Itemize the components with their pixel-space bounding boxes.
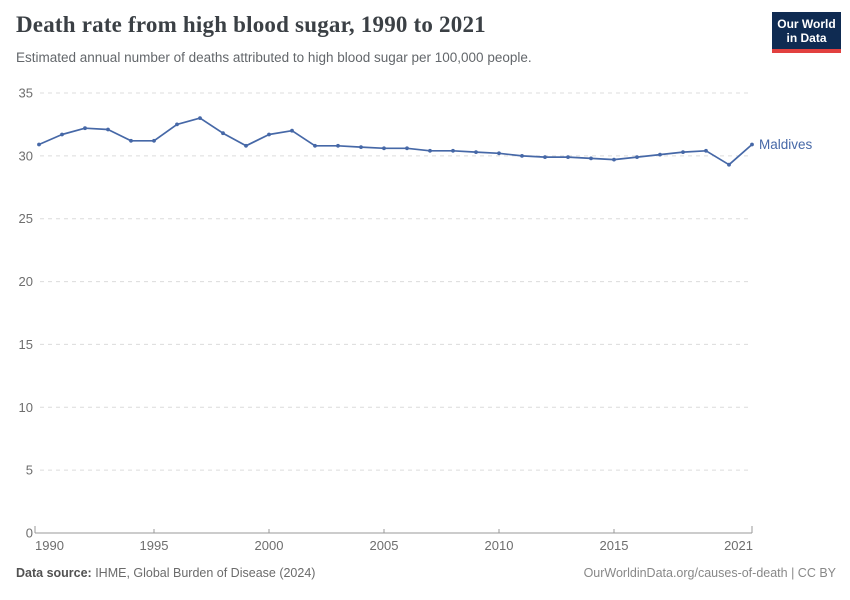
data-point [106, 127, 110, 132]
data-point [474, 150, 478, 154]
data-point [727, 162, 731, 167]
series-end-label: Maldives [759, 137, 813, 152]
data-point [635, 155, 639, 159]
y-tick-label: 10 [19, 400, 33, 415]
data-point [497, 151, 501, 156]
data-point [290, 128, 294, 133]
x-tick-label: 2021 [724, 538, 753, 553]
y-tick-label: 5 [26, 463, 33, 478]
data-point [428, 148, 432, 153]
data-point [313, 143, 317, 148]
owid-logo[interactable]: Our World in Data [772, 12, 841, 53]
credit-link[interactable]: OurWorldinData.org/causes-of-death | CC … [583, 566, 836, 580]
y-tick-label: 20 [19, 274, 33, 289]
data-point [704, 148, 708, 153]
data-point [566, 155, 570, 159]
x-tick-label: 2010 [485, 538, 514, 553]
data-point [382, 146, 386, 151]
data-point [129, 138, 133, 143]
data-point [175, 122, 179, 127]
data-point [60, 132, 64, 137]
data-point [681, 150, 685, 154]
data-point [336, 143, 340, 148]
data-point [221, 131, 225, 136]
data-source-label: Data source: [16, 566, 92, 580]
x-tick-label: 1995 [140, 538, 169, 553]
data-point [520, 154, 524, 158]
y-tick-label: 25 [19, 211, 33, 226]
chart-footer: Data source: IHME, Global Burden of Dise… [16, 566, 836, 580]
data-source-text: IHME, Global Burden of Disease (2024) [91, 566, 316, 580]
data-point [37, 142, 41, 147]
x-tick-label: 2005 [370, 538, 399, 553]
chart-subtitle: Estimated annual number of deaths attrib… [16, 50, 532, 65]
logo-line1: Our World [777, 17, 836, 31]
data-point [612, 157, 616, 162]
page-title: Death rate from high blood sugar, 1990 t… [16, 12, 486, 37]
chart-svg: 0 5 10 15 20 25 30 35 1990 1995 2000 2005 2010 2015 20… [19, 86, 813, 554]
data-point [267, 132, 271, 137]
x-tick-label: 2015 [600, 538, 629, 553]
x-tick-label: 2000 [255, 538, 284, 553]
data-point [83, 126, 87, 131]
x-tick-label: 1990 [35, 538, 64, 553]
data-point [543, 155, 547, 159]
data-point [750, 142, 754, 147]
y-tick-label: 30 [19, 148, 33, 163]
data-line [38, 117, 753, 166]
y-tick-label: 0 [26, 526, 33, 541]
data-point [359, 145, 363, 149]
data-point [589, 156, 593, 161]
y-tick-label: 15 [19, 337, 33, 352]
data-point [198, 116, 202, 120]
data-point [451, 148, 455, 153]
data-point [658, 152, 662, 157]
y-tick-label: 35 [19, 86, 33, 101]
data-point [405, 146, 409, 151]
data-point [244, 143, 248, 148]
data-point [152, 138, 156, 143]
logo-line2: in Data [786, 31, 827, 45]
data-source: Data source: IHME, Global Burden of Dise… [16, 566, 315, 580]
